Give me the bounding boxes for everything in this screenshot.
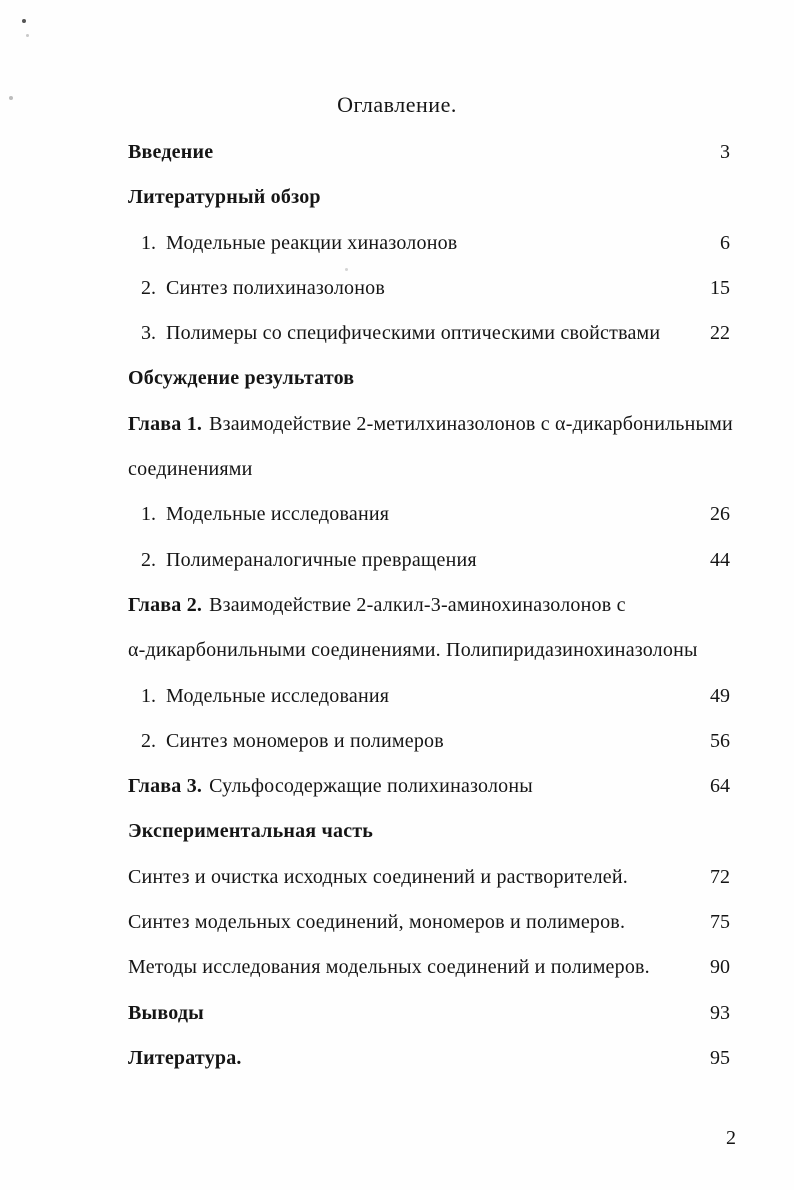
toc-item-label: Синтез полихиназолонов [166, 276, 385, 299]
toc-row: Литературный обзор [128, 175, 730, 220]
toc-item-label: Взаимодействие 2-метилхиназолонов с α-ди… [209, 412, 733, 435]
toc-item-label: Полимераналогичные превращения [166, 548, 477, 571]
toc-page-number: 15 [710, 276, 730, 299]
footer-page-number: 2 [726, 1127, 736, 1149]
scan-speck [22, 19, 26, 23]
toc-item-heading: Глава 3. [128, 775, 203, 798]
toc-page-number: 6 [720, 231, 730, 254]
toc-item-number: 1. [141, 684, 156, 707]
toc-row: 2. Полимераналогичные превращения 44 [128, 538, 730, 583]
toc-item-number: 2. [141, 548, 156, 571]
toc-item-heading: Литература. [128, 1046, 242, 1069]
toc-row: Методы исследования модельных соединений… [128, 945, 730, 990]
toc-page-number: 56 [710, 729, 730, 752]
toc-row: 2. Синтез полихиназолонов 15 [128, 266, 730, 311]
scan-speck [26, 34, 29, 37]
toc-item-label: Синтез и очистка исходных соединений и р… [128, 865, 628, 888]
toc-page-number: 49 [710, 684, 730, 707]
toc-item-number: 2. [141, 276, 156, 299]
scan-speck [9, 96, 13, 100]
toc-item-label: соединениями [128, 458, 253, 481]
toc-item-heading: Обсуждение результатов [128, 367, 355, 390]
page-title: Оглавление. [337, 92, 457, 117]
toc-row: Выводы 93 [128, 991, 730, 1036]
toc-item-label: Модельные исследования [166, 503, 390, 526]
toc-item-label: Модельные реакции хиназолонов [166, 231, 458, 254]
toc-item-heading: Глава 2. [128, 593, 203, 616]
toc-page-number: 72 [710, 865, 730, 888]
toc-page-number: 75 [710, 911, 730, 934]
toc-row: Литература. 95 [128, 1036, 730, 1081]
toc-row: Синтез и очистка исходных соединений и р… [128, 855, 730, 900]
toc-item-label: Модельные исследования [166, 684, 390, 707]
toc-item-label: Синтез мономеров и полимеров [166, 729, 444, 752]
toc-page-number: 95 [710, 1046, 730, 1069]
toc-row: Синтез модельных соединений, мономеров и… [128, 900, 730, 945]
scan-speck [345, 268, 348, 271]
toc-item-heading: Глава 1. [128, 412, 203, 435]
toc-item-label: Методы исследования модельных соединений… [128, 956, 650, 979]
toc-item-label: α-дикарбонильными соединениями. Полипири… [128, 639, 698, 662]
toc-item-number: 1. [141, 231, 156, 254]
toc-row: Введение 3 [128, 130, 730, 175]
toc-item-label: Сульфосодержащие полихиназолоны [209, 775, 533, 798]
toc-item-heading: Экспериментальная часть [128, 820, 374, 843]
toc-page-number: 26 [710, 503, 730, 526]
toc-page-number: 93 [710, 1001, 730, 1024]
toc-item-heading: Выводы [128, 1001, 204, 1024]
toc-item-label: Полимеры со специфическими оптическими с… [166, 322, 661, 345]
toc-item-heading: Введение [128, 141, 214, 163]
toc-row: 3. Полимеры со специфическими оптическими… [128, 311, 730, 356]
toc-row: соединениями [128, 447, 730, 492]
toc-row: 1. Модельные исследования 49 [128, 674, 730, 719]
toc-page-number: 44 [710, 548, 730, 571]
toc-item-number: 2. [141, 729, 156, 752]
toc-page-number: 64 [710, 775, 730, 798]
toc-row: Экспериментальная часть [128, 809, 730, 854]
toc-row: 1. Модельные реакции хиназолонов 6 [128, 221, 730, 266]
toc-item-heading: Литературный обзор [128, 186, 321, 209]
toc-page-number: 90 [710, 956, 730, 979]
toc-page-number: 22 [710, 322, 730, 345]
table-of-contents: Введение 3 Литературный обзор 1. Модельны… [128, 130, 733, 1081]
toc-row: Глава 1. Взаимодействие 2-метилхиназолоно… [128, 402, 733, 447]
toc-row: α-дикарбонильными соединениями. Полипири… [128, 628, 730, 673]
toc-item-label: Взаимодействие 2-алкил-3-аминохиназолоно… [209, 593, 626, 616]
toc-row: Глава 2. Взаимодействие 2-алкил-3-аминохи… [128, 583, 730, 628]
toc-item-label: Синтез модельных соединений, мономеров и… [128, 911, 626, 934]
toc-row: 2. Синтез мономеров и полимеров 56 [128, 719, 730, 764]
toc-row: Обсуждение результатов [128, 356, 730, 401]
toc-item-number: 1. [141, 503, 156, 526]
toc-page-number: 3 [720, 141, 730, 163]
toc-row: 1. Модельные исследования 26 [128, 492, 730, 537]
toc-item-number: 3. [141, 322, 156, 345]
toc-row: Глава 3. Сульфосодержащие полихиназолоны … [128, 764, 730, 809]
